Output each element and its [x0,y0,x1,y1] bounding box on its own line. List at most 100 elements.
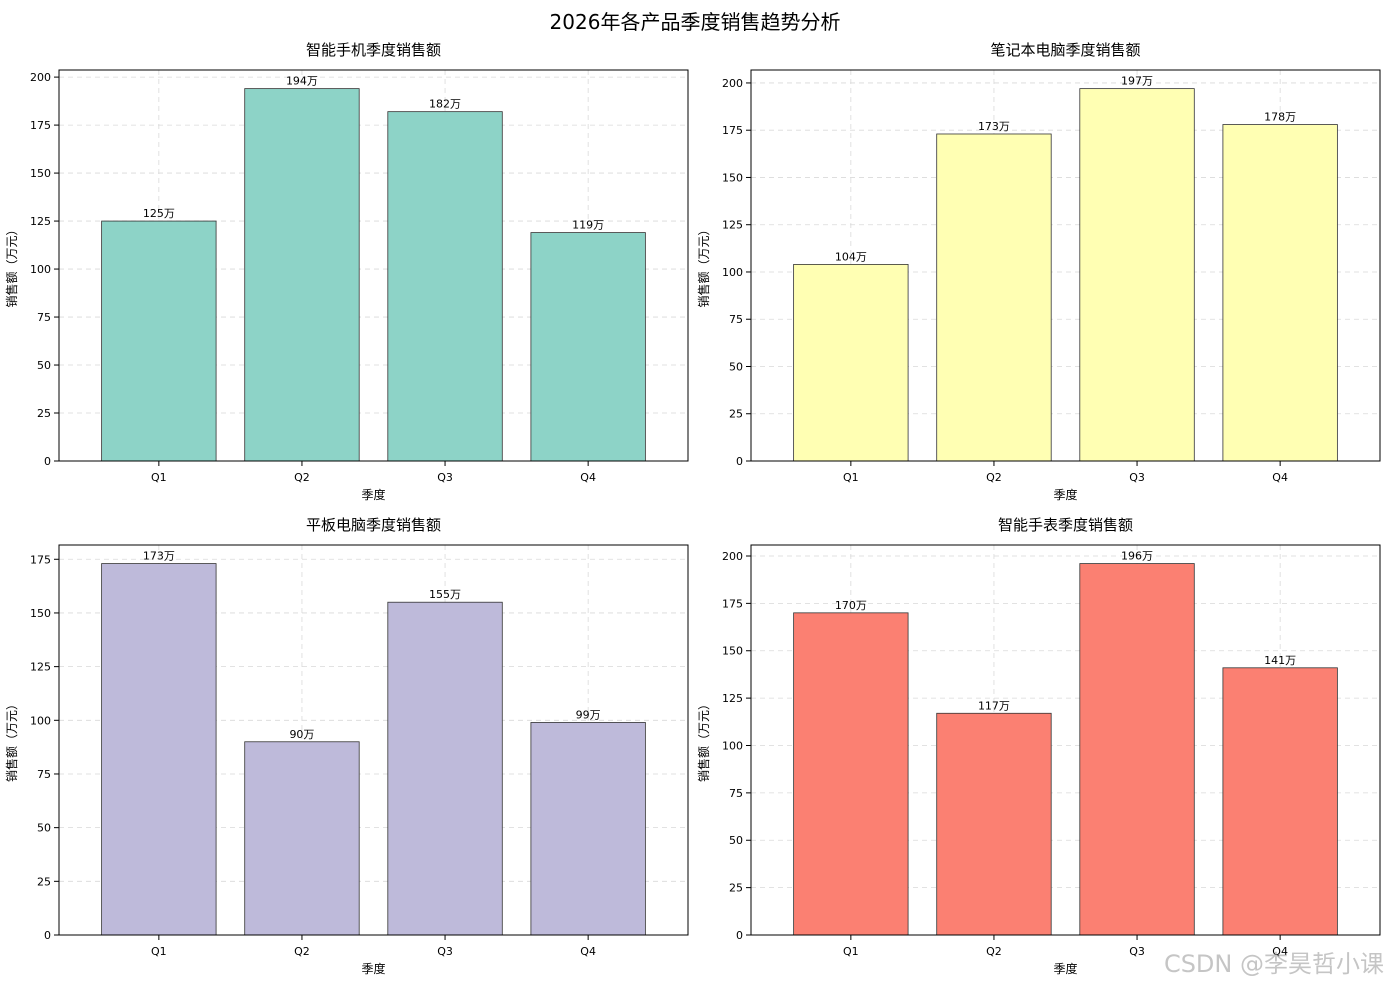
x-tick-label: Q1 [151,945,167,958]
y-tick-label: 25 [729,408,743,421]
y-tick-label: 100 [722,739,743,752]
data-label: 119万 [572,219,604,232]
y-tick-label: 150 [722,645,743,658]
y-axis-label: 销售额（万元） [696,223,711,307]
data-label: 170万 [835,599,867,612]
y-tick-label: 150 [30,607,51,620]
x-tick-label: Q3 [437,471,453,484]
data-label: 155万 [429,588,461,601]
figure-title: 2026年各产品季度销售趋势分析 [550,10,841,34]
bar-q3 [387,111,503,462]
axes-frame [750,69,1381,462]
x-tick-label: Q2 [986,471,1002,484]
y-tick-label: 175 [722,124,743,137]
watermark: CSDN @李昊哲小课 [1163,950,1384,978]
bar-q1 [793,612,909,936]
axes-frame [58,544,689,936]
data-label: 178万 [1264,111,1296,124]
y-tick-label: 125 [722,692,743,705]
y-tick-label: 0 [44,929,51,942]
panel-smartwatch: 170万 117万 196万 141万 0 25 50 75 100 125 150 175 200 Q1… [696,516,1381,976]
y-tick-label: 75 [37,768,51,781]
y-tick-label: 200 [30,71,51,84]
y-tick-label: 150 [30,167,51,180]
panel-title: 笔记本电脑季度销售额 [990,41,1140,59]
y-tick-label: 25 [729,882,743,895]
x-tick-label: Q4 [580,471,596,484]
y-tick-label: 125 [30,215,51,228]
panel-title: 智能手表季度销售额 [998,516,1133,534]
x-axis-label: 季度 [361,487,385,502]
x-tick-label: Q3 [1129,471,1145,484]
axes-frame [750,544,1381,936]
bar-q1 [101,563,217,936]
bar-q1 [793,264,909,462]
data-label: 173万 [143,550,175,563]
data-label: 99万 [576,708,601,721]
bar-q4 [1222,667,1338,936]
bar-q2 [244,741,360,936]
panel-laptop: 104万 173万 197万 178万 0 25 50 75 100 125 150 175 200 Q1… [696,41,1381,502]
data-label: 173万 [978,120,1010,133]
y-tick-label: 50 [37,359,51,372]
data-label: 182万 [429,98,461,111]
bar-q2 [244,88,360,462]
panel-title: 智能手机季度销售额 [306,41,441,59]
x-tick-label: Q3 [437,945,453,958]
y-tick-label: 75 [729,787,743,800]
data-label: 125万 [143,207,175,220]
y-tick-label: 0 [736,929,743,942]
y-tick-label: 200 [722,550,743,563]
x-axis-label: 季度 [1053,961,1077,976]
y-tick-label: 50 [37,822,51,835]
data-label: 197万 [1121,75,1153,88]
y-tick-label: 75 [37,311,51,324]
panel-title: 平板电脑季度销售额 [306,516,441,534]
y-tick-label: 0 [44,455,51,468]
x-tick-label: Q2 [294,471,310,484]
y-tick-label: 25 [37,407,51,420]
x-tick-label: Q2 [294,945,310,958]
x-tick-label: Q4 [580,945,596,958]
panel-smartphone: 125万 194万 182万 119万 0 25 50 75 100 125 150 175 200 Q1… [4,41,689,502]
y-tick-label: 50 [729,834,743,847]
x-tick-label: Q1 [843,945,859,958]
x-axis-label: 季度 [1053,487,1077,502]
data-label: 104万 [835,250,867,263]
bar-q1 [101,220,217,462]
y-tick-label: 100 [30,263,51,276]
bar-q3 [387,601,503,936]
y-tick-label: 0 [736,455,743,468]
y-tick-label: 175 [722,597,743,610]
bar-q2 [936,133,1052,462]
y-axis-label: 销售额（万元） [4,223,19,307]
data-label: 194万 [286,75,318,88]
y-axis-label: 销售额（万元） [696,698,711,782]
bar-q3 [1079,563,1195,936]
x-tick-label: Q1 [843,471,859,484]
y-tick-label: 100 [722,266,743,279]
y-tick-label: 175 [30,119,51,132]
x-tick-label: Q2 [986,945,1002,958]
bar-q4 [530,722,646,936]
x-tick-label: Q1 [151,471,167,484]
y-tick-label: 175 [30,553,51,566]
data-label: 90万 [289,728,314,741]
data-label: 117万 [978,699,1010,712]
x-tick-label: Q4 [1272,471,1288,484]
x-tick-label: Q3 [1129,945,1145,958]
axes-frame [58,69,689,462]
y-axis-label: 销售额（万元） [4,698,19,782]
x-axis-label: 季度 [361,961,385,976]
y-tick-label: 125 [722,219,743,232]
bar-q2 [936,712,1052,936]
bar-q4 [530,232,646,462]
y-tick-label: 25 [37,875,51,888]
y-tick-label: 125 [30,661,51,674]
y-tick-label: 150 [722,171,743,184]
y-tick-label: 75 [729,313,743,326]
panel-tablet: 173万 90万 155万 99万 0 25 50 75 100 125 150 175 Q1 Q2 Q3 Q… [4,516,689,976]
y-tick-label: 200 [722,77,743,90]
data-label: 196万 [1121,550,1153,563]
